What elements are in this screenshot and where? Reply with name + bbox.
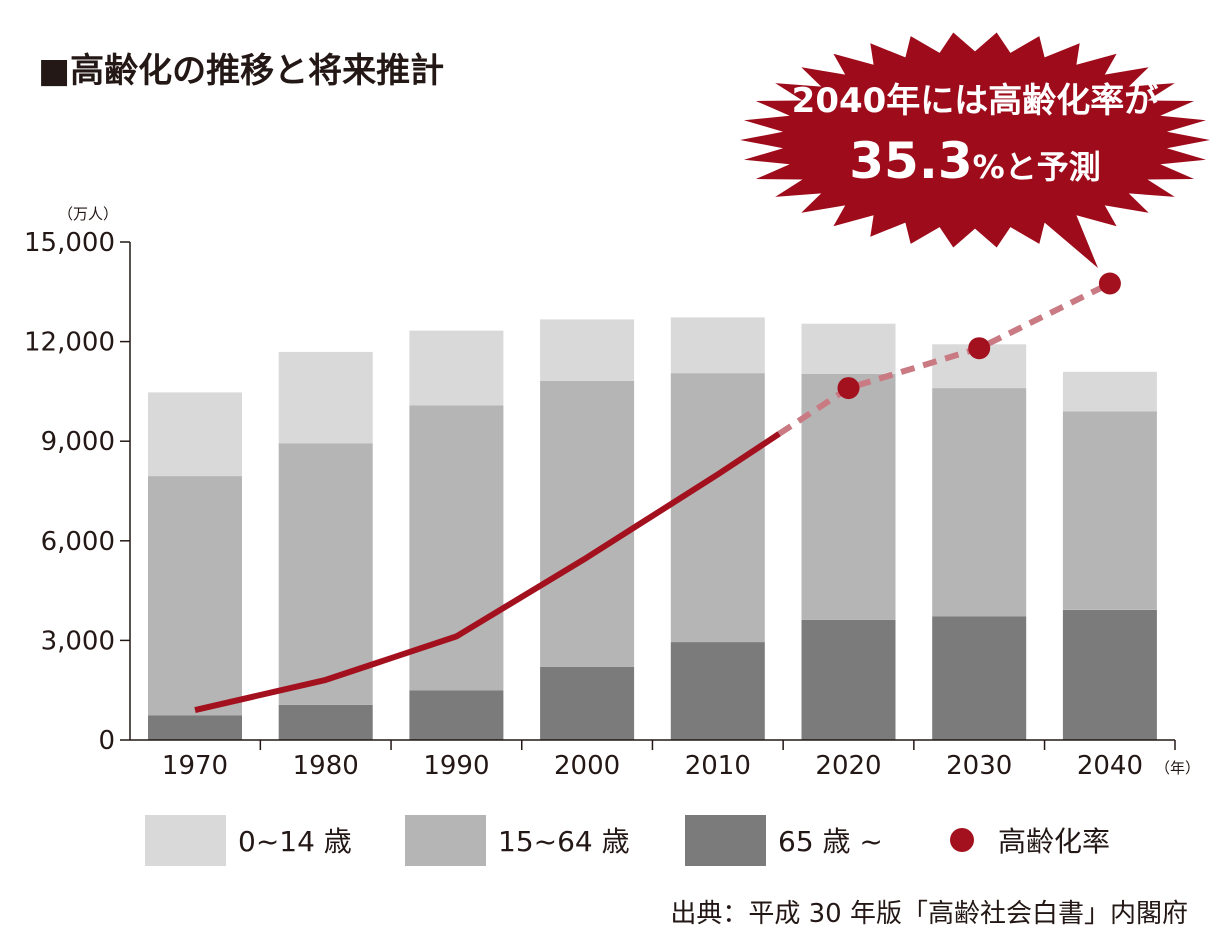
callout-rate-rest: %と予測 bbox=[973, 148, 1101, 186]
x-tick-label: 2020 bbox=[815, 751, 881, 781]
axes-layer: 0 3,000 6,000 9,000 12,000 15,000 1970 1980 1990… bbox=[24, 228, 1176, 781]
bar-age-15-64-2020 bbox=[801, 373, 896, 620]
y-tick-label: 0 bbox=[98, 726, 115, 756]
legend-age-65-plus-swatch bbox=[685, 815, 766, 866]
bar-age-0-14-1990 bbox=[409, 330, 504, 406]
callout-line1: 2040年には高齢化率が bbox=[792, 81, 1159, 121]
bar-age-65-plus-1980 bbox=[278, 704, 373, 740]
bar-age-0-14-2000 bbox=[540, 319, 635, 381]
bar-age-65-plus-2030 bbox=[932, 616, 1027, 740]
x-tick-label: 2010 bbox=[685, 751, 751, 781]
x-tick-label: 2000 bbox=[554, 751, 620, 781]
bar-age-15-64-1990 bbox=[409, 405, 504, 691]
callout-line2: 35.3%と予測 bbox=[849, 132, 1100, 190]
bar-age-15-64-2010 bbox=[670, 373, 765, 642]
y-tick-label: 3,000 bbox=[41, 626, 115, 656]
x-tick-label: 1970 bbox=[162, 751, 228, 781]
legend-age-0-14-label: 0~14 歳 bbox=[238, 825, 352, 858]
callout-burst bbox=[740, 32, 1210, 268]
legend-aging-rate-marker bbox=[950, 828, 974, 852]
aging-rate-point-2020 bbox=[837, 377, 860, 400]
bars-layer bbox=[148, 317, 1157, 740]
bar-age-65-plus-1990 bbox=[409, 690, 504, 740]
bar-age-0-14-2040 bbox=[1062, 371, 1157, 412]
y-tick-label: 15,000 bbox=[24, 228, 115, 258]
aging-rate-projection-line bbox=[777, 280, 1112, 437]
bar-age-15-64-1970 bbox=[148, 476, 242, 716]
x-tick-label: 1980 bbox=[293, 751, 359, 781]
source-note: 出典：平成 30 年版「高齢社会白書」内閣府 bbox=[670, 899, 1188, 929]
bar-age-65-plus-1970 bbox=[148, 715, 242, 740]
legend-age-15-64-label: 15~64 歳 bbox=[498, 825, 630, 858]
bar-age-0-14-2020 bbox=[801, 323, 896, 374]
y-axis-unit: （万人） bbox=[58, 205, 118, 223]
bar-age-65-plus-2020 bbox=[801, 619, 896, 740]
bar-age-15-64-2040 bbox=[1062, 411, 1157, 610]
x-tick-label: 2030 bbox=[946, 751, 1012, 781]
bar-age-65-plus-2010 bbox=[670, 642, 765, 740]
aging-rate-point-2040 bbox=[1098, 272, 1121, 295]
legend-age-65-plus-label: 65 歳 ~ bbox=[778, 825, 883, 858]
legend-aging-rate-label: 高齢化率 bbox=[998, 825, 1110, 858]
bar-age-15-64-2000 bbox=[540, 380, 635, 667]
bar-age-0-14-1970 bbox=[148, 392, 242, 477]
aging-rate-line bbox=[194, 431, 781, 714]
legend-age-0-14-swatch bbox=[145, 815, 226, 866]
bar-age-65-plus-2040 bbox=[1062, 609, 1157, 740]
y-tick-label: 12,000 bbox=[24, 328, 115, 358]
legend-age-15-64-swatch bbox=[405, 815, 486, 866]
x-axis-unit: （年） bbox=[1155, 759, 1200, 777]
legend: 0~14 歳 15~64 歳 65 歳 ~ 高齢化率 bbox=[145, 815, 1110, 866]
callout: 2040年には高齢化率が 35.3%と予測 bbox=[740, 32, 1210, 268]
chart-title: ■高齢化の推移と将来推計 bbox=[38, 51, 444, 91]
x-tick-label: 1990 bbox=[423, 751, 489, 781]
bar-age-15-64-1980 bbox=[278, 443, 373, 705]
aging-rate-layer bbox=[194, 272, 1121, 714]
bar-age-65-plus-2000 bbox=[540, 667, 635, 740]
bar-age-0-14-1980 bbox=[278, 351, 373, 444]
y-tick-label: 6,000 bbox=[41, 527, 115, 557]
y-tick-label: 9,000 bbox=[41, 427, 115, 457]
bar-age-0-14-2010 bbox=[670, 317, 765, 374]
bar-age-15-64-2030 bbox=[932, 388, 1027, 617]
callout-rate-number: 35.3 bbox=[849, 132, 972, 190]
aging-rate-point-2030 bbox=[968, 337, 991, 360]
x-tick-label: 2040 bbox=[1077, 751, 1143, 781]
